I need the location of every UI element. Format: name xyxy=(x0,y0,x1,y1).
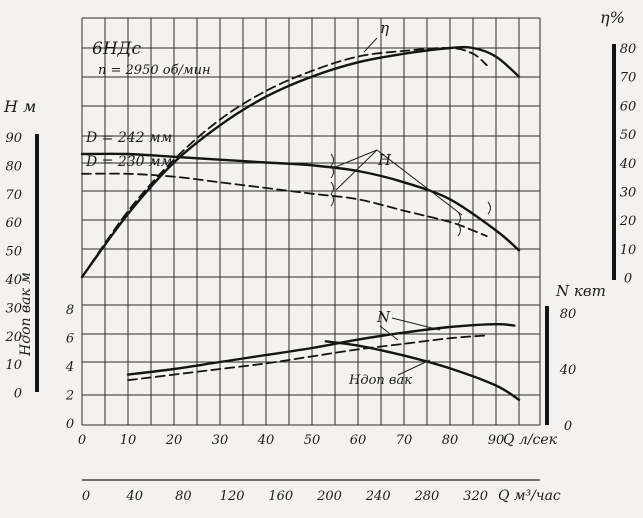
x2-tick-label: 240 xyxy=(365,489,391,504)
y-power-tick-label: 80 xyxy=(560,307,577,322)
y-eff-tick-label: 40 xyxy=(619,157,637,172)
y-vac-tick-label: 2 xyxy=(65,389,74,404)
eff-scale-bar xyxy=(612,44,616,280)
y-vac-tick-label: 8 xyxy=(66,303,74,318)
head-curve-solid xyxy=(80,152,521,252)
x-tick-label: 70 xyxy=(396,433,413,448)
curves xyxy=(80,45,521,401)
y-eff-tick-label: 10 xyxy=(620,243,637,258)
y-head-tick-label: 70 xyxy=(5,188,22,203)
x-tick-label: 0 xyxy=(78,433,86,448)
y-eff-label: η% xyxy=(600,8,625,27)
y-head-tick-label: 60 xyxy=(5,216,22,231)
x-tick-label: 40 xyxy=(257,433,275,448)
x-axis-label: Q л/сек xyxy=(503,432,558,448)
x2-tick-label: 0 xyxy=(82,489,90,504)
y-head-tick-label: 10 xyxy=(5,358,22,373)
y-head-tick-label: 0 xyxy=(14,387,22,402)
x-tick-label: 10 xyxy=(120,433,137,448)
y-head-tick-label: 80 xyxy=(5,159,22,174)
y-head-tick-label: 40 xyxy=(4,273,22,288)
y-eff-tick-label: 50 xyxy=(620,128,637,143)
y-vac-tick-label: 4 xyxy=(65,360,74,375)
diameter-230-label: D = 230 мм xyxy=(85,154,172,170)
y-vac-tick-label: 0 xyxy=(66,417,74,432)
n-curve-label: N xyxy=(376,308,391,326)
head-scale-bar xyxy=(35,134,39,392)
chart-subtitle: n = 2950 об/мин xyxy=(98,63,211,78)
x2-tick-label: 320 xyxy=(463,489,488,504)
x2-tick-label: 80 xyxy=(175,489,192,504)
x2-axis-label: Q м³/час xyxy=(498,488,561,504)
y-head-tick-label: 30 xyxy=(5,301,22,316)
y-head-tick-label: 90 xyxy=(5,131,22,146)
power-curve-dashed xyxy=(127,334,488,382)
tick-labels: 0 10 20 30 40 50 60 70 80 900 40 80 120 160 200 240 280 3… xyxy=(4,42,636,504)
grid xyxy=(81,17,541,481)
power-curve-solid xyxy=(126,322,516,376)
chart-title: 6НДс xyxy=(92,39,141,59)
x-tick-label: 90 xyxy=(488,433,505,448)
eta-curve-dashed xyxy=(81,47,488,278)
y-eff-tick-label: 80 xyxy=(620,42,637,57)
y-eff-tick-label: 70 xyxy=(620,71,637,86)
x-tick-label: 20 xyxy=(165,433,183,448)
axis-scale-bars xyxy=(35,44,616,425)
x-tick-label: 50 xyxy=(304,433,321,448)
head-curve-dashed xyxy=(81,172,488,238)
x-tick-label: 80 xyxy=(442,433,459,448)
y-eff-tick-label: 0 xyxy=(624,272,632,287)
y-power-tick-label: 0 xyxy=(564,419,572,434)
y-power-tick-label: 40 xyxy=(559,363,577,378)
x-tick-label: 60 xyxy=(350,433,367,448)
y-eff-tick-label: 30 xyxy=(620,186,637,201)
x2-tick-label: 120 xyxy=(220,489,245,504)
x2-tick-label: 200 xyxy=(316,489,342,504)
eta-curve-solid xyxy=(80,45,521,279)
y-vac-label: Hдоп вак м xyxy=(18,272,34,357)
h-curve-label: H xyxy=(377,151,392,169)
y-head-tick-label: 50 xyxy=(5,245,22,260)
x2-tick-label: 160 xyxy=(268,489,293,504)
y-head-label: H м xyxy=(3,97,36,116)
power-scale-bar xyxy=(545,306,549,425)
y-eff-tick-label: 60 xyxy=(620,99,637,114)
diameter-242-label: D = 242 мм xyxy=(85,130,172,146)
x2-tick-label: 40 xyxy=(125,489,143,504)
x-tick-label: 30 xyxy=(212,433,229,448)
y-vac-tick-label: 6 xyxy=(66,332,74,347)
eta-curve-label: η xyxy=(380,19,389,37)
annotation-leader-lines xyxy=(330,37,491,376)
y-head-tick-label: 20 xyxy=(4,330,22,345)
y-power-label: N квт xyxy=(555,282,606,300)
hvak-curve-label: Hдоп вак xyxy=(348,373,412,388)
y-eff-tick-label: 20 xyxy=(619,214,637,229)
x2-tick-label: 280 xyxy=(413,489,439,504)
